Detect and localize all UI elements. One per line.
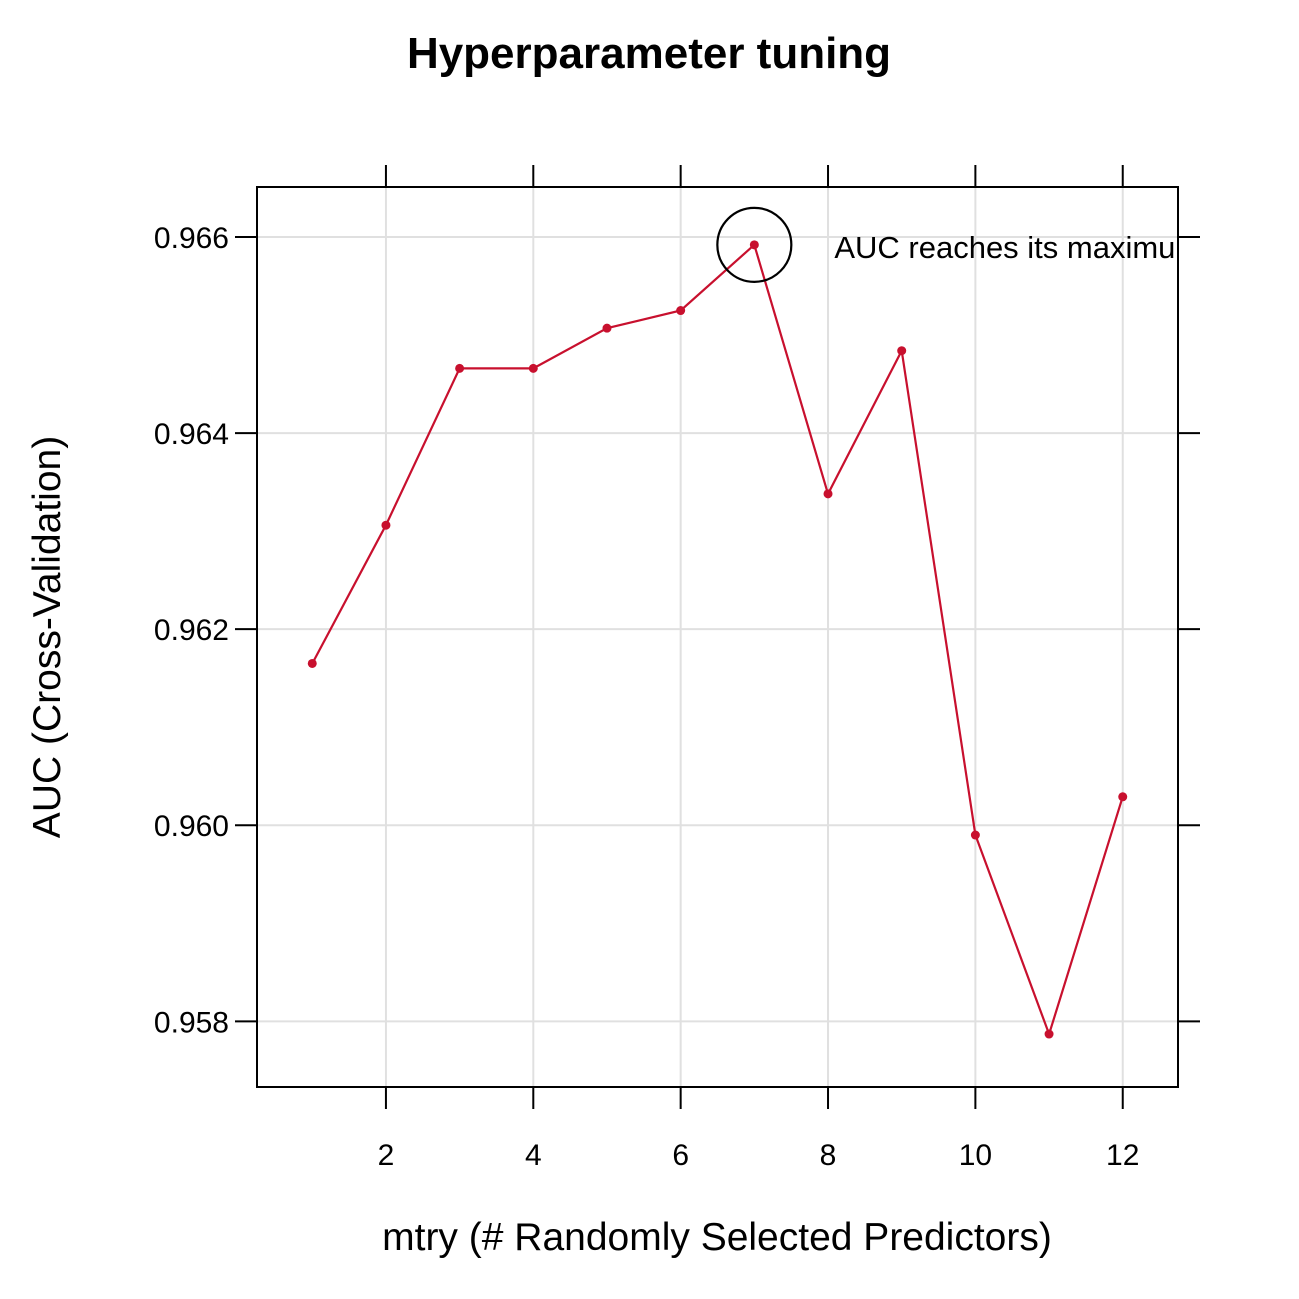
series-line xyxy=(311,242,1124,1038)
y-tick-label: 0.966 xyxy=(154,222,229,255)
plot-frame xyxy=(256,186,1179,1088)
data-point xyxy=(602,323,612,333)
data-point xyxy=(307,658,317,668)
data-point xyxy=(970,830,980,840)
data-point xyxy=(528,363,538,373)
data-point xyxy=(823,489,833,499)
y-tick-label: 0.964 xyxy=(154,418,229,451)
x-tick-label: 2 xyxy=(378,1139,395,1172)
x-axis: 2 4 6 8 10 12 xyxy=(378,165,1139,1172)
y-axis: 0.958 0.960 0.962 0.964 0.966 xyxy=(154,222,1200,1039)
data-point xyxy=(897,346,907,356)
y-tick-label: 0.962 xyxy=(154,614,229,647)
annotation: AUC reaches its maximum xyxy=(716,206,1201,283)
x-tick-label: 8 xyxy=(820,1139,837,1172)
y-tick-label: 0.960 xyxy=(154,810,229,843)
data-point xyxy=(455,363,465,373)
chart-title: Hyperparameter tuning xyxy=(407,29,891,78)
data-point xyxy=(381,520,391,530)
data-point xyxy=(749,240,759,250)
x-tick-label: 12 xyxy=(1106,1139,1139,1172)
y-tick-label: 0.958 xyxy=(154,1006,229,1039)
y-axis-label: AUC (Cross-Validation) xyxy=(26,436,69,838)
x-tick-label: 10 xyxy=(959,1139,992,1172)
annotation-text: AUC reaches its maximum xyxy=(834,230,1201,265)
grid xyxy=(257,187,1178,1087)
x-tick-label: 4 xyxy=(525,1139,542,1172)
x-axis-label: mtry (# Randomly Selected Predictors) xyxy=(382,1216,1052,1259)
annotation-circle xyxy=(716,206,793,283)
data-point xyxy=(676,306,686,316)
series xyxy=(307,240,1128,1039)
x-tick-label: 6 xyxy=(672,1139,689,1172)
data-point xyxy=(1118,792,1128,802)
data-point xyxy=(1044,1029,1054,1039)
